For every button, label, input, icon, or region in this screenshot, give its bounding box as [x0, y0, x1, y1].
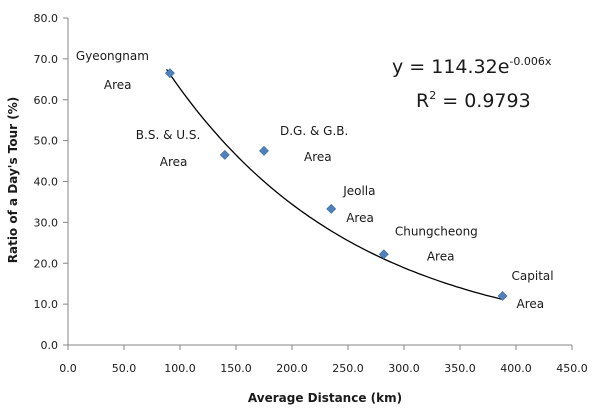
data-label: Area: [304, 150, 332, 164]
y-tick-label: 10.0: [34, 298, 59, 311]
trendline-equation: y = 114.32e-0.006x: [392, 55, 552, 78]
x-tick-label: 50.0: [112, 362, 137, 375]
data-point: [259, 145, 269, 156]
x-tick-label: 300.0: [388, 362, 420, 375]
point-labels: Gyeongnam Area B.S. & U.S. Area D.G. & G.B. A…: [76, 49, 554, 311]
x-tick-label: 400.0: [500, 362, 532, 375]
y-axis-ticks: 0.0 10.0 20.0 30.0 40.0 50.0 60.0 70.0 80.0: [34, 12, 68, 352]
x-axis-ticks: 0.0 50.0 100.0 150.0 200.0 250.0 300.0 350.0 400…: [59, 345, 588, 375]
data-label: D.G. & G.B.: [280, 124, 348, 138]
x-tick-label: 0.0: [59, 362, 77, 375]
data-label: Jeolla: [342, 184, 375, 198]
data-label: Gyeongnam: [76, 49, 149, 63]
x-tick-label: 200.0: [276, 362, 308, 375]
y-axis-title: Ratio of a Day's Tour (%): [6, 97, 20, 264]
data-point: [497, 291, 508, 301]
data-point: [326, 203, 337, 214]
y-tick-label: 60.0: [34, 94, 59, 107]
data-point: [219, 150, 230, 160]
data-label: Capital: [512, 269, 554, 283]
y-tick-label: 50.0: [34, 135, 59, 148]
y-tick-label: 40.0: [34, 176, 59, 189]
data-label: B.S. & U.S.: [136, 128, 201, 142]
x-tick-label: 150.0: [220, 362, 252, 375]
x-tick-label: 250.0: [332, 362, 364, 375]
trendline: [166, 69, 503, 301]
data-label: Chungcheong: [395, 224, 478, 238]
data-point: [164, 68, 175, 79]
data-label: Area: [104, 78, 132, 92]
x-tick-label: 350.0: [444, 362, 476, 375]
x-tick-label: 100.0: [164, 362, 196, 375]
y-tick-label: 80.0: [34, 12, 59, 25]
data-points: [164, 68, 508, 301]
data-label: Area: [517, 297, 545, 311]
y-tick-label: 0.0: [41, 339, 59, 352]
r-squared: R2 = 0.9793: [416, 89, 531, 112]
x-axis-title: Average Distance (km): [248, 391, 402, 405]
data-label: Area: [346, 211, 374, 225]
y-tick-label: 70.0: [34, 53, 59, 66]
x-tick-label: 450.0: [556, 362, 588, 375]
data-label: Area: [160, 155, 188, 169]
data-point: [378, 249, 389, 260]
data-label: Area: [427, 249, 455, 263]
y-tick-label: 20.0: [34, 257, 59, 270]
y-tick-label: 30.0: [34, 216, 59, 229]
